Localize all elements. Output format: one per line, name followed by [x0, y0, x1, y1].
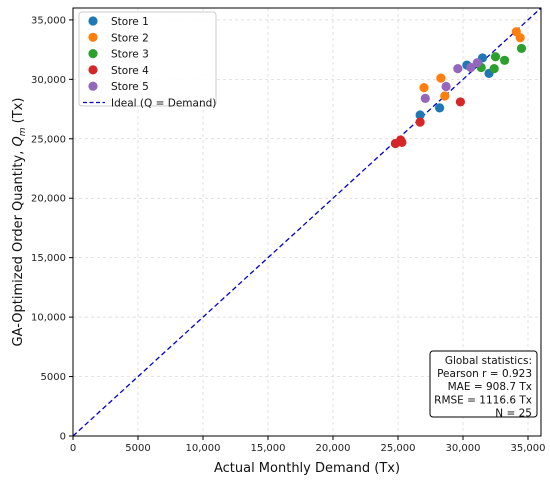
data-point: [455, 97, 465, 107]
x-axis-label: Actual Monthly Demand (Tx): [214, 461, 400, 476]
legend-marker: [88, 49, 98, 59]
data-point: [490, 52, 501, 62]
x-tick-label: 0: [70, 443, 76, 454]
y-axis-label-subscript: m: [18, 127, 28, 136]
y-axis-label-unit: (Tx): [11, 98, 26, 128]
x-tick-label: 10,000: [186, 443, 221, 454]
scatter-points: [390, 27, 527, 149]
data-point: [453, 64, 463, 74]
data-point: [419, 83, 429, 93]
y-tick-label: 30,000: [31, 75, 66, 86]
plot-frame: [72, 7, 542, 437]
ideal-line: [72, 7, 542, 437]
y-tick-label: 15,000: [31, 253, 66, 264]
stats-frame: [429, 350, 538, 418]
y-tick-label: 25,000: [31, 134, 66, 145]
y-axis-ticks: 0 5000 10,000 15,000 20,000 25,000 30,000 35,00…: [31, 15, 73, 443]
y-tick-label: 35,000: [31, 15, 66, 26]
y-tick-label: 0: [60, 432, 66, 443]
data-point: [420, 93, 430, 103]
data-point: [441, 81, 451, 92]
data-point: [435, 103, 445, 113]
legend-label: Store 4: [111, 65, 149, 77]
legend-marker: [88, 16, 98, 26]
legend-label: Store 2: [111, 32, 149, 44]
data-point: [500, 55, 510, 65]
data-point: [489, 64, 499, 74]
x-tick-label: 35,000: [511, 443, 546, 454]
stats-line: MAE = 908.7 Tx: [448, 381, 532, 393]
y-tick-label: 10,000: [31, 313, 66, 324]
data-point: [472, 58, 482, 68]
y-axis-label-q: Q: [11, 136, 26, 146]
data-point: [516, 43, 527, 54]
data-point: [397, 137, 407, 147]
y-tick-label: 5000: [41, 372, 66, 383]
data-point: [515, 33, 525, 43]
y-tick-label: 20,000: [31, 194, 66, 205]
stats-title: Global statistics:: [445, 355, 532, 367]
data-point: [415, 110, 425, 120]
y-axis-label: GA-Optimized Order Quantity, Qm (Tx): [11, 98, 28, 347]
x-tick-label: 25,000: [381, 443, 416, 454]
x-tick-label: 20,000: [316, 443, 351, 454]
data-point: [415, 117, 425, 127]
x-tick-label: 5000: [125, 443, 150, 454]
x-tick-label: 30,000: [446, 443, 481, 454]
stats-line: N = 25: [495, 407, 532, 419]
legend-marker: [88, 65, 98, 75]
legend: Store 1 Store 2 Store 3 Store 4 Store 5 Ideal…: [78, 11, 217, 110]
legend-frame: [78, 11, 217, 107]
legend-label: Store 1: [111, 16, 149, 28]
stats-line: Pearson r = 0.923: [437, 368, 532, 380]
legend-marker: [88, 32, 98, 42]
data-point: [440, 91, 450, 101]
legend-label: Store 5: [111, 81, 149, 93]
data-point: [466, 62, 476, 73]
y-axis-label-main: GA-Optimized Order Quantity,: [11, 147, 26, 347]
stats-line: RMSE = 1116.6 Tx: [434, 394, 532, 406]
x-tick-label: 15,000: [251, 443, 286, 454]
legend-marker: [88, 81, 98, 91]
x-axis-ticks: 0 5000 10,000 15,000 20,000 25,000 30,000 35,00…: [70, 436, 546, 454]
legend-label: Ideal (Q = Demand): [111, 98, 216, 110]
legend-label: Store 3: [111, 49, 149, 61]
data-point: [436, 73, 446, 83]
